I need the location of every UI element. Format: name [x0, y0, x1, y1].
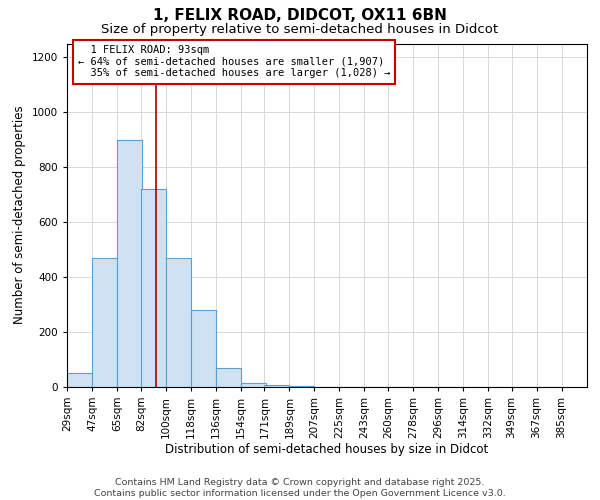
- Y-axis label: Number of semi-detached properties: Number of semi-detached properties: [14, 106, 26, 324]
- Bar: [241, 382, 266, 387]
- Bar: [166, 258, 191, 387]
- Bar: [289, 386, 314, 387]
- Bar: [92, 258, 118, 387]
- Text: Size of property relative to semi-detached houses in Didcot: Size of property relative to semi-detach…: [101, 22, 499, 36]
- Bar: [141, 189, 166, 387]
- Bar: [67, 373, 92, 387]
- Text: Contains HM Land Registry data © Crown copyright and database right 2025.
Contai: Contains HM Land Registry data © Crown c…: [94, 478, 506, 498]
- Text: 1, FELIX ROAD, DIDCOT, OX11 6BN: 1, FELIX ROAD, DIDCOT, OX11 6BN: [153, 8, 447, 22]
- X-axis label: Distribution of semi-detached houses by size in Didcot: Distribution of semi-detached houses by …: [165, 444, 488, 456]
- Bar: [216, 368, 241, 387]
- Bar: [265, 386, 289, 387]
- Text: 1 FELIX ROAD: 93sqm
← 64% of semi-detached houses are smaller (1,907)
  35% of s: 1 FELIX ROAD: 93sqm ← 64% of semi-detach…: [78, 45, 390, 78]
- Bar: [191, 310, 216, 387]
- Bar: [118, 140, 142, 387]
